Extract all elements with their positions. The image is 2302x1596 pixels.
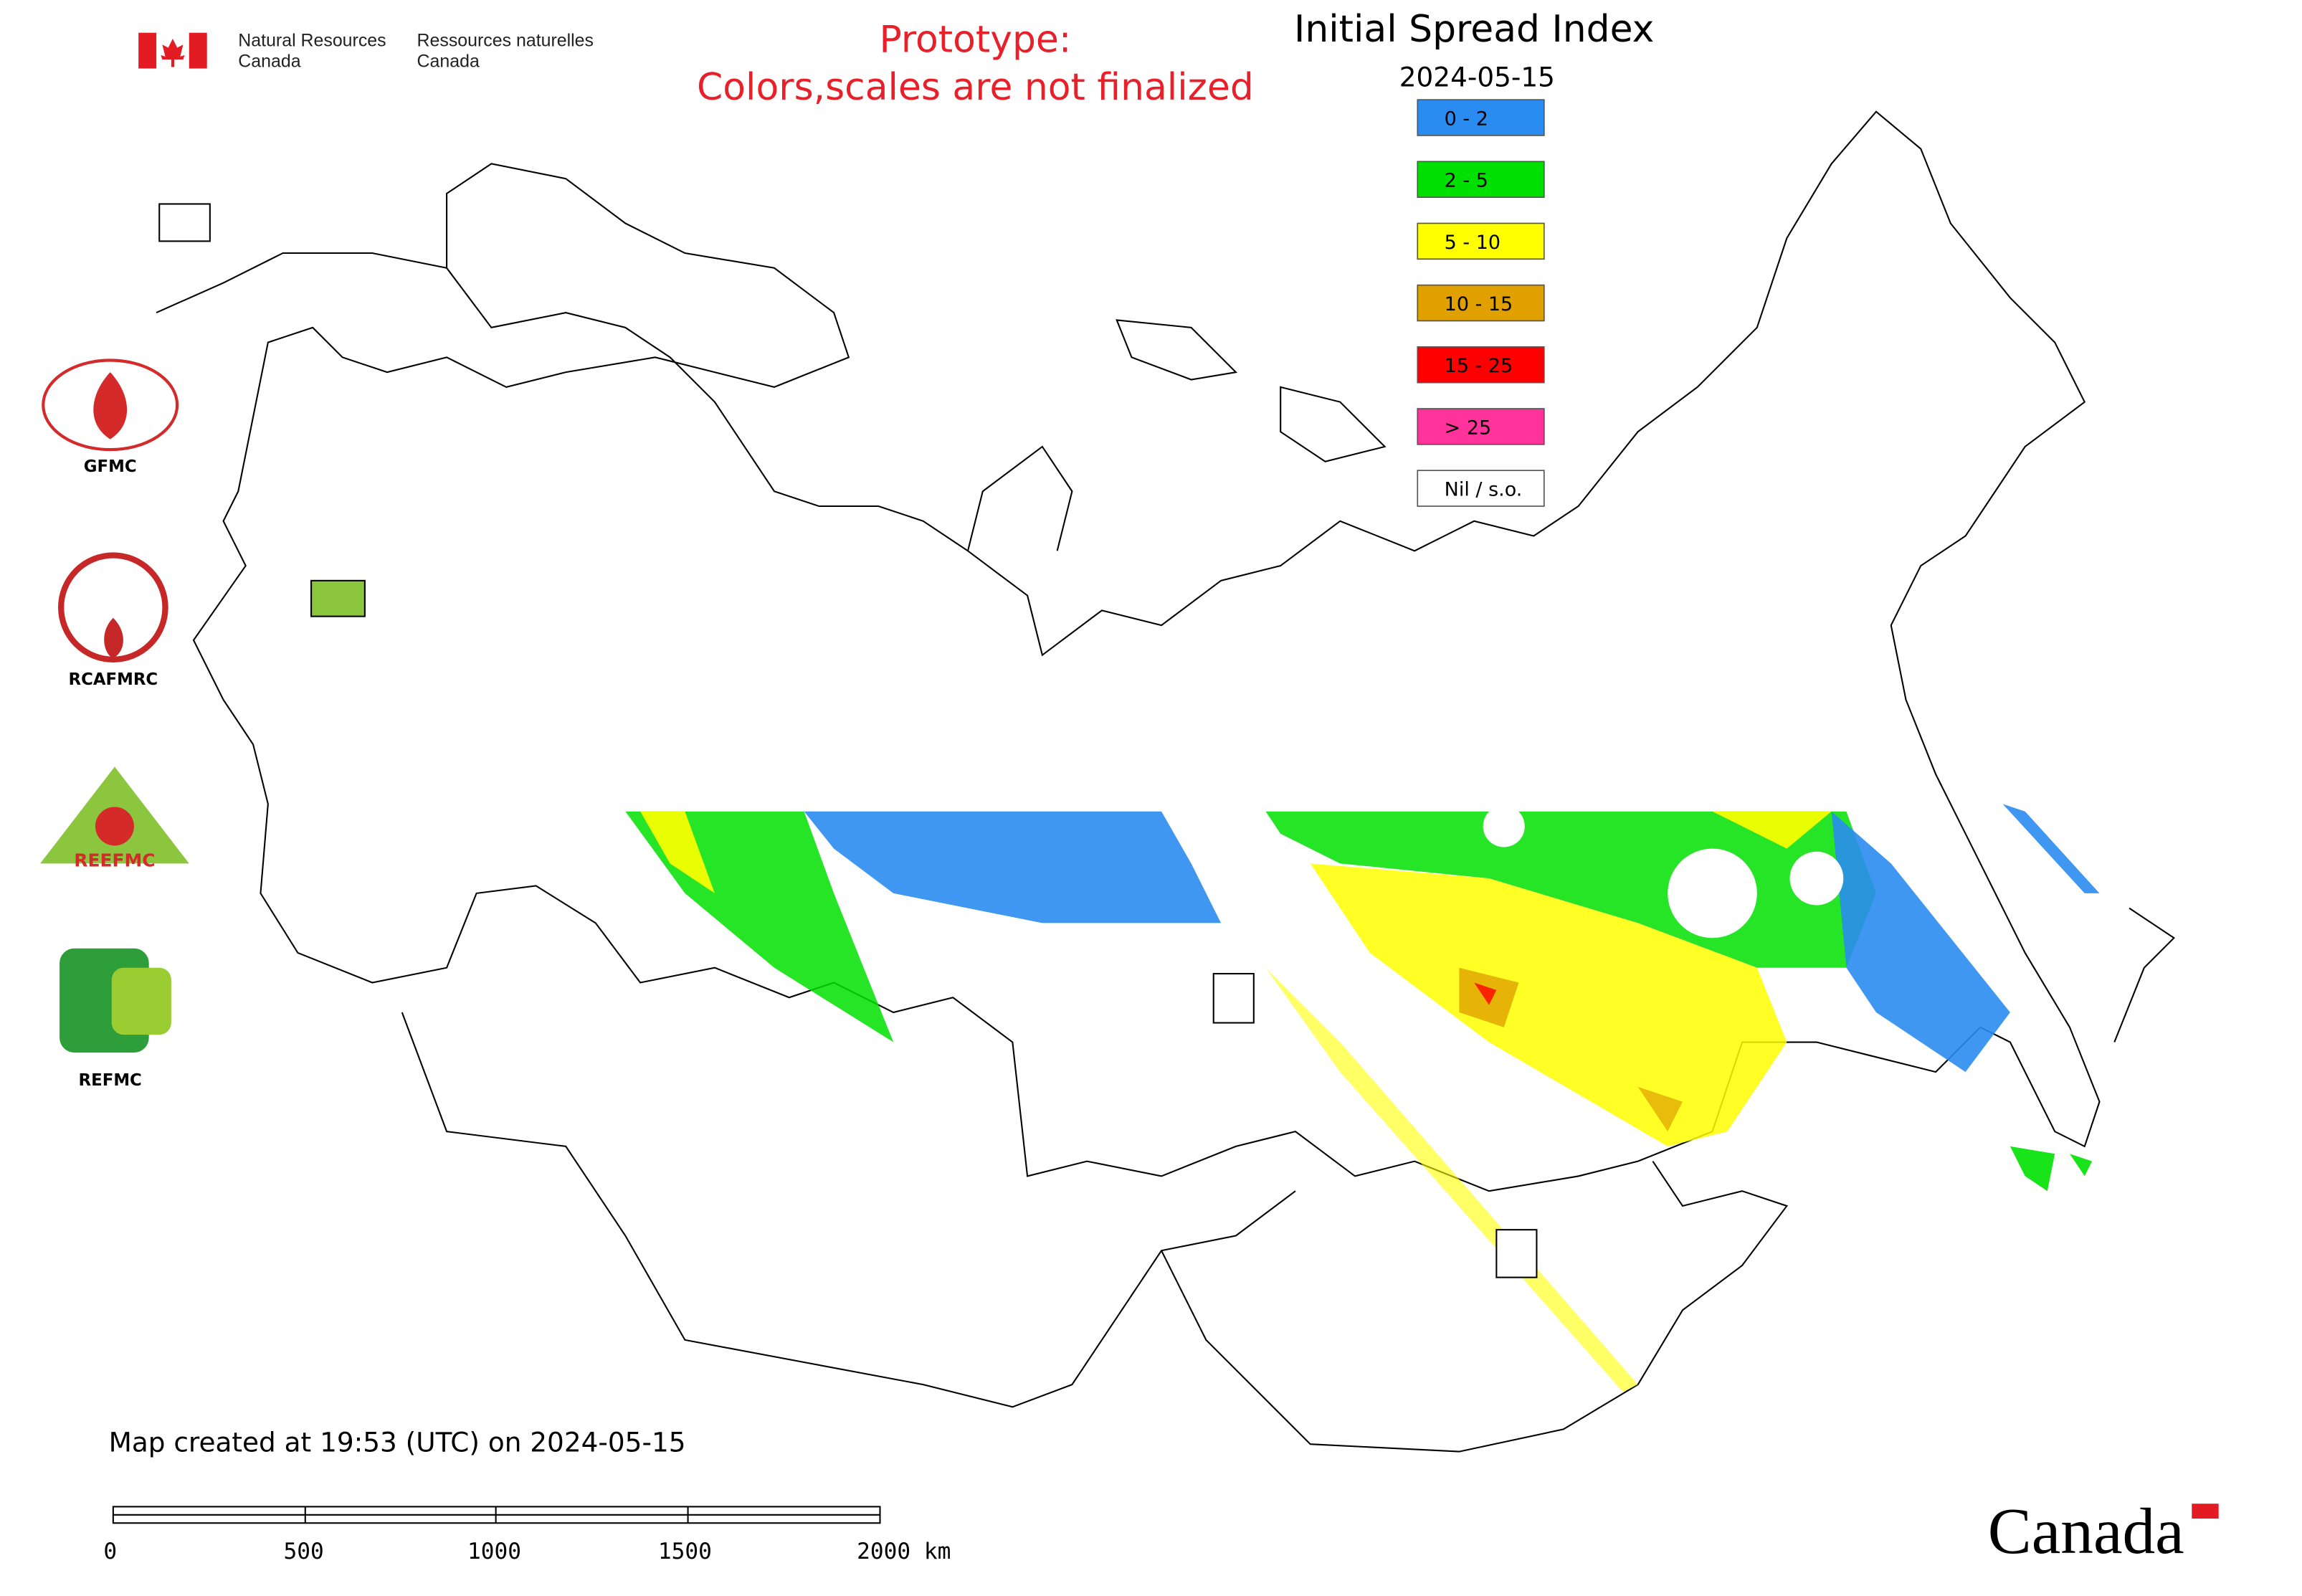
logo-label: REFMC bbox=[79, 1071, 142, 1090]
swath bbox=[2010, 1146, 2055, 1192]
logo-label: RCAFMRC bbox=[69, 670, 158, 689]
agency-fr: Ressources naturelles bbox=[417, 30, 594, 50]
legend-label: 15 - 25 bbox=[1445, 355, 1513, 377]
scale-label: 1000 bbox=[467, 1539, 521, 1564]
notice: Colors,scales are not finalized bbox=[697, 66, 1254, 109]
legend-swatch bbox=[1417, 222, 1545, 260]
swath bbox=[640, 811, 715, 893]
swath bbox=[1310, 863, 1787, 1146]
scale-label: 0 bbox=[103, 1539, 117, 1564]
swath bbox=[1831, 811, 2010, 1073]
legend-swatch bbox=[1417, 470, 1545, 507]
canada-wordmark: Canada bbox=[1988, 1495, 2184, 1567]
swath bbox=[1668, 848, 1757, 939]
scale-label: 500 bbox=[284, 1539, 324, 1564]
logo-label: REEFMC bbox=[74, 850, 155, 871]
swath bbox=[1474, 982, 1497, 1005]
created-note: Map created at 19:53 (UTC) on 2024-05-15 bbox=[109, 1427, 686, 1458]
logo-reefmc: REEFMC bbox=[40, 766, 189, 871]
logo-refmc: REFMC bbox=[60, 948, 171, 1090]
agency-fr: Canada bbox=[417, 51, 480, 71]
marker-gfmc bbox=[158, 203, 211, 242]
swath bbox=[1265, 967, 1638, 1392]
marker-reefmc bbox=[310, 579, 366, 617]
marker-refmc bbox=[1212, 972, 1255, 1024]
wordmark-flag bbox=[2192, 1504, 2219, 1519]
legend-swatch bbox=[1417, 99, 1545, 136]
scale-label: 2000 km bbox=[857, 1539, 951, 1564]
country-outlines bbox=[156, 110, 2176, 1453]
legend-label: 5 - 10 bbox=[1445, 232, 1500, 254]
isi-swaths bbox=[625, 804, 2100, 1392]
marker-rcafmrc bbox=[1495, 1229, 1538, 1278]
logo-rcafmrc: RCAFMRC bbox=[58, 552, 168, 689]
notice: Prototype: bbox=[879, 19, 1071, 62]
legend-swatch bbox=[1417, 346, 1545, 384]
legend-label: Nil / s.o. bbox=[1445, 478, 1523, 500]
title: Initial Spread Index bbox=[1294, 8, 1654, 51]
legend-swatch bbox=[1417, 284, 1545, 322]
swath bbox=[1789, 851, 1844, 906]
legend-swatch bbox=[1417, 408, 1545, 445]
logo-label: GFMC bbox=[84, 457, 137, 476]
agency-en: Natural Resources bbox=[238, 30, 386, 50]
swath bbox=[804, 811, 1222, 923]
legend-swatch bbox=[1417, 161, 1545, 198]
legend-label: 2 - 5 bbox=[1445, 170, 1488, 192]
swath bbox=[1483, 805, 1525, 847]
swath bbox=[2002, 804, 2100, 893]
scale-label: 1500 bbox=[658, 1539, 712, 1564]
swath bbox=[2069, 1154, 2093, 1177]
legend: 0 - 2 2 - 5 5 - 10 10 - 15 15 - 25 > 25 Nil / … bbox=[1417, 99, 1545, 507]
swath bbox=[1712, 811, 1832, 849]
legend-label: 10 - 15 bbox=[1445, 293, 1513, 315]
date: 2024-05-15 bbox=[1399, 61, 1555, 92]
swath bbox=[1637, 1086, 1683, 1132]
scale-bar: 0 500 1000 1500 2000 km bbox=[103, 1506, 951, 1564]
logo-gfmc: GFMC bbox=[42, 358, 179, 476]
legend-label: 0 - 2 bbox=[1445, 108, 1488, 130]
legend-label: > 25 bbox=[1445, 417, 1492, 439]
nrcan-signature: Natural Resources Canada Ressources natu… bbox=[138, 30, 594, 71]
agency-en: Canada bbox=[238, 51, 300, 71]
